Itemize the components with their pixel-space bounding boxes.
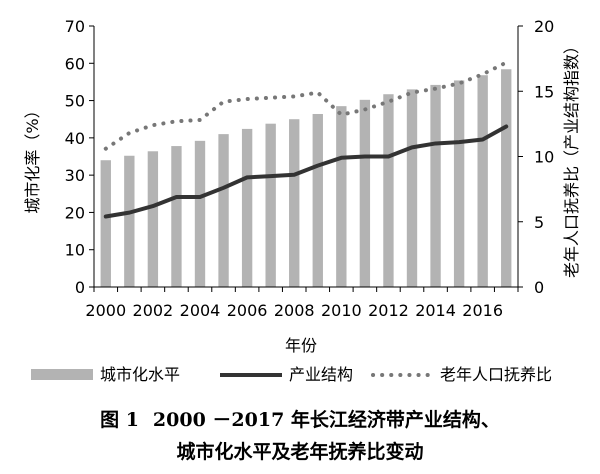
x-axis-title: 年份 bbox=[285, 336, 317, 355]
bar-2015 bbox=[453, 80, 465, 288]
figure-title-part-1: 2000 －2017 年长江经济带产业结构、 bbox=[152, 409, 500, 431]
x-tick-label: 2012 bbox=[368, 301, 409, 320]
x-tick-label: 2008 bbox=[274, 301, 315, 320]
bar-2009 bbox=[312, 113, 323, 287]
x-tick-label: 2016 bbox=[462, 301, 503, 320]
legend-label-urbanization: 城市化水平 bbox=[100, 365, 180, 384]
bar-2001 bbox=[124, 155, 135, 287]
bar-2002 bbox=[147, 151, 159, 287]
bar-2013 bbox=[406, 89, 418, 287]
bar-2014 bbox=[430, 84, 441, 287]
y-left-tick-label: 0 bbox=[75, 278, 85, 297]
bar-2004 bbox=[194, 140, 206, 287]
bar-2012 bbox=[383, 94, 394, 288]
industrial-structure-line bbox=[103, 124, 509, 219]
bar-2006 bbox=[241, 128, 253, 287]
y-right-tick-label: 20 bbox=[534, 17, 554, 36]
y-left-tick-label: 10 bbox=[65, 241, 85, 260]
figure-caption-line-1: 图 1 2000 －2017 年长江经济带产业结构、 bbox=[0, 405, 600, 432]
bar-2003 bbox=[171, 146, 182, 287]
y-left-tick-label: 50 bbox=[65, 92, 85, 111]
legend-label-elderly: 老年人口抚养比 bbox=[440, 365, 552, 384]
y-left-tick-label: 30 bbox=[65, 166, 85, 185]
y-left-tick-label: 20 bbox=[65, 203, 85, 222]
lines-layer bbox=[103, 60, 509, 219]
y-left-tick-label: 40 bbox=[65, 129, 85, 148]
y-right-tick-label: 0 bbox=[534, 278, 544, 297]
bar-2016 bbox=[477, 75, 488, 288]
bar-2005 bbox=[218, 134, 229, 287]
figure-number: 图 1 bbox=[100, 409, 139, 431]
axes-layer: 0 10 20 30 40 50 60 70 0 5 10 15 20 2000 2002 2004 2006 2… bbox=[65, 17, 555, 320]
x-tick-label: 2004 bbox=[180, 301, 221, 320]
bar-2017 bbox=[501, 69, 512, 287]
bar-2007 bbox=[265, 123, 276, 287]
bar-2008 bbox=[289, 119, 300, 287]
y-axis-left-title: 城市化率（%） bbox=[23, 102, 42, 213]
y-left-tick-label: 60 bbox=[65, 54, 85, 73]
y-right-tick-label: 5 bbox=[534, 213, 544, 232]
y-right-tick-label: 10 bbox=[534, 148, 554, 167]
bar-2000 bbox=[100, 160, 111, 287]
x-tick-label: 2002 bbox=[133, 301, 174, 320]
legend: 城市化水平 产业结构 老年人口抚养比 bbox=[31, 365, 552, 384]
x-tick-label: 2014 bbox=[415, 301, 456, 320]
y-left-tick-label: 70 bbox=[65, 17, 85, 36]
x-tick-label: 2006 bbox=[227, 301, 268, 320]
bars-layer bbox=[100, 69, 512, 288]
chart: 0 10 20 30 40 50 60 70 0 5 10 15 20 2000 2002 2004 2006 2… bbox=[23, 17, 581, 384]
bar-2011 bbox=[359, 99, 371, 287]
x-tick-label: 2000 bbox=[85, 301, 126, 320]
legend-label-industry: 产业结构 bbox=[289, 365, 353, 384]
y-right-tick-label: 15 bbox=[534, 82, 554, 101]
y-axis-right-title: 老年人口抚养比（产业结构指数） bbox=[562, 38, 581, 278]
elderly-dependency-line bbox=[103, 60, 509, 151]
legend-swatch-bar bbox=[31, 369, 93, 380]
x-tick-label: 2010 bbox=[321, 301, 362, 320]
figure-caption-line-2: 城市化水平及老年抚养比变动 bbox=[176, 441, 424, 463]
bar-2010 bbox=[336, 106, 347, 288]
